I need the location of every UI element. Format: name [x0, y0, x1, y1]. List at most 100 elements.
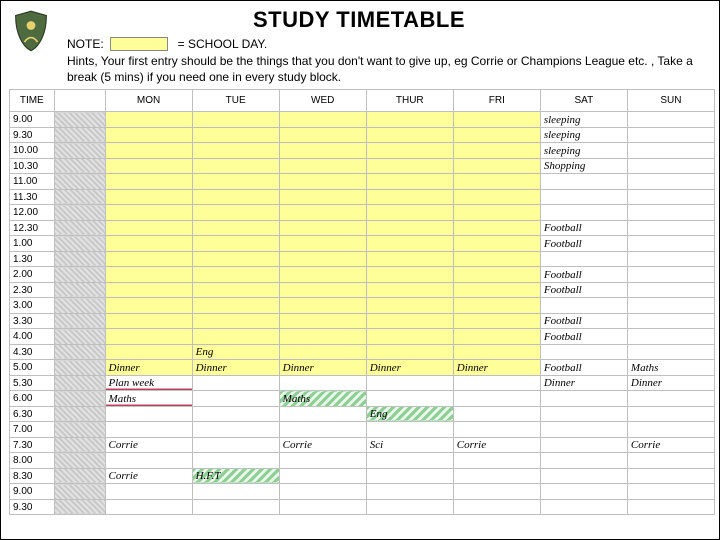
spacer-cell	[54, 468, 105, 484]
table-row: 2.30Football	[10, 282, 715, 298]
day-cell	[192, 298, 279, 314]
day-cell	[366, 189, 453, 205]
day-cell	[192, 282, 279, 298]
day-cell	[453, 251, 540, 267]
day-cell	[105, 127, 192, 143]
day-cell	[627, 112, 714, 128]
day-cell	[453, 282, 540, 298]
day-cell	[192, 174, 279, 190]
day-cell	[366, 158, 453, 174]
day-cell	[105, 406, 192, 422]
day-cell	[366, 205, 453, 221]
day-cell	[105, 484, 192, 500]
day-cell	[279, 282, 366, 298]
day-cell	[366, 236, 453, 252]
day-cell: Dinner	[279, 360, 366, 376]
day-cell	[540, 406, 627, 422]
day-cell	[453, 267, 540, 283]
table-row: 9.30sleeping	[10, 127, 715, 143]
day-cell	[627, 143, 714, 159]
page-title: STUDY TIMETABLE	[67, 7, 651, 33]
time-cell: 6.30	[10, 406, 55, 422]
day-cell: Corrie	[453, 437, 540, 453]
time-cell: 11.00	[10, 174, 55, 190]
table-row: 3.30Football	[10, 313, 715, 329]
day-cell	[105, 282, 192, 298]
day-cell: Football	[540, 282, 627, 298]
day-header: WED	[279, 90, 366, 112]
table-row: 2.00Football	[10, 267, 715, 283]
day-cell: Football	[540, 267, 627, 283]
day-cell	[453, 220, 540, 236]
day-cell	[366, 422, 453, 438]
day-cell	[366, 484, 453, 500]
day-cell	[192, 437, 279, 453]
day-cell	[192, 313, 279, 329]
table-row: 9.00	[10, 484, 715, 500]
day-cell	[366, 499, 453, 515]
day-cell	[627, 174, 714, 190]
day-cell	[366, 251, 453, 267]
table-row: 10.30Shopping	[10, 158, 715, 174]
spacer-cell	[54, 422, 105, 438]
day-cell: Football	[540, 236, 627, 252]
schoolday-swatch	[110, 37, 168, 51]
day-cell	[366, 298, 453, 314]
day-header: SUN	[627, 90, 714, 112]
day-cell	[279, 174, 366, 190]
day-cell	[627, 344, 714, 360]
table-row: 11.30	[10, 189, 715, 205]
day-cell: Dinner	[105, 360, 192, 376]
time-cell: 1.00	[10, 236, 55, 252]
spacer-cell	[54, 236, 105, 252]
day-cell	[453, 236, 540, 252]
day-cell	[627, 251, 714, 267]
day-cell	[105, 422, 192, 438]
day-cell	[279, 406, 366, 422]
day-header: FRI	[453, 90, 540, 112]
day-cell	[192, 406, 279, 422]
day-cell	[192, 375, 279, 391]
time-cell: 9.30	[10, 127, 55, 143]
day-cell	[105, 158, 192, 174]
day-cell	[366, 112, 453, 128]
day-cell: Dinner	[540, 375, 627, 391]
day-cell	[627, 484, 714, 500]
day-cell: Football	[540, 360, 627, 376]
day-cell: Eng	[366, 406, 453, 422]
table-row: 8.00	[10, 453, 715, 469]
spacer-cell	[54, 484, 105, 500]
day-cell	[366, 282, 453, 298]
day-cell	[105, 298, 192, 314]
day-cell: Maths	[279, 391, 366, 407]
day-cell	[627, 313, 714, 329]
day-cell	[540, 189, 627, 205]
day-cell	[279, 344, 366, 360]
day-cell	[105, 220, 192, 236]
day-cell: Corrie	[279, 437, 366, 453]
day-cell	[366, 174, 453, 190]
day-cell	[540, 251, 627, 267]
day-cell	[540, 344, 627, 360]
day-cell	[453, 205, 540, 221]
day-cell: Football	[540, 220, 627, 236]
spacer-cell	[54, 112, 105, 128]
spacer-cell	[54, 329, 105, 345]
day-cell: sleeping	[540, 112, 627, 128]
spacer-header	[54, 90, 105, 112]
day-cell	[192, 453, 279, 469]
time-cell: 5.00	[10, 360, 55, 376]
day-cell: Dinner	[192, 360, 279, 376]
day-cell: Sci	[366, 437, 453, 453]
spacer-cell	[54, 158, 105, 174]
day-cell	[279, 298, 366, 314]
spacer-cell	[54, 391, 105, 407]
table-row: 5.00DinnerDinnerDinnerDinnerDinnerFootba…	[10, 360, 715, 376]
day-cell	[540, 422, 627, 438]
table-row: 12.30Football	[10, 220, 715, 236]
day-cell	[627, 267, 714, 283]
day-cell	[105, 174, 192, 190]
day-cell	[279, 127, 366, 143]
day-cell	[540, 499, 627, 515]
day-cell: Corrie	[627, 437, 714, 453]
